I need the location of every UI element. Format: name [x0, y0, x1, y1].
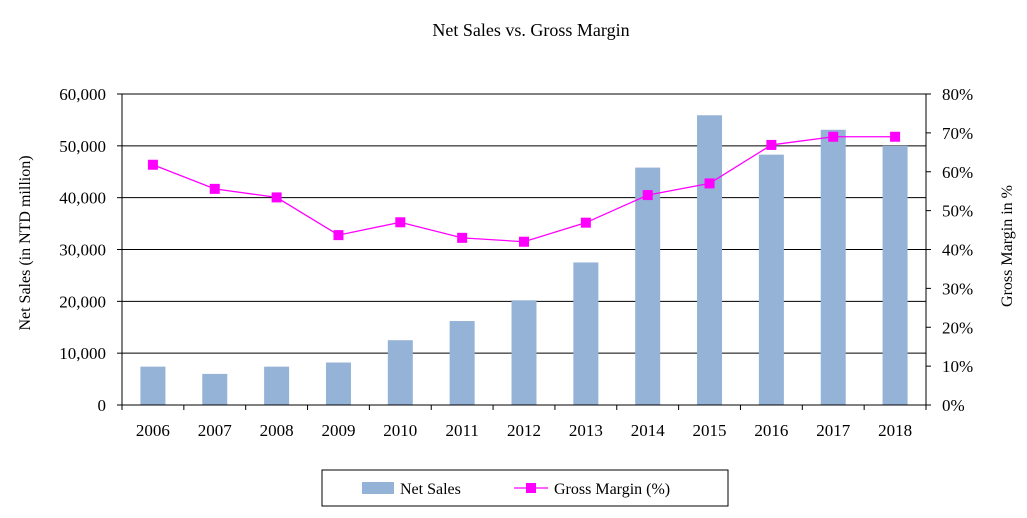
gross-margin-point-2016	[766, 139, 777, 150]
x-tick-label-2014: 2014	[631, 421, 666, 440]
legend-swatch-net-sales	[362, 482, 394, 494]
bar-net-sales-2008	[264, 366, 290, 405]
x-tick-label-2010: 2010	[383, 421, 417, 440]
bar-net-sales-2012	[511, 300, 537, 405]
legend-swatch-marker-gross-margin	[526, 483, 536, 493]
plot-area: 0 10,000 20,000 30,000 40,000 50,000 60,000 0% 1…	[59, 85, 973, 440]
x-tick-label-2013: 2013	[569, 421, 603, 440]
bar-net-sales-2015	[697, 115, 723, 406]
bar-net-sales-2011	[449, 321, 475, 405]
left-tick-label: 40,000	[59, 189, 106, 208]
right-tick-label: 10%	[942, 357, 973, 376]
gross-margin-point-2010	[395, 217, 406, 228]
gross-margin-point-2007	[209, 183, 220, 194]
gross-margin-point-2017	[828, 131, 839, 142]
right-tick-label: 30%	[942, 279, 973, 298]
gross-margin-point-2009	[333, 230, 344, 241]
left-axis-title: Net Sales (in NTD million)	[17, 155, 34, 330]
gross-margin-point-2014	[642, 190, 653, 201]
bar-net-sales-2009	[325, 362, 351, 405]
x-tick-label-2016: 2016	[754, 421, 788, 440]
right-tick-label: 20%	[942, 318, 973, 337]
gross-margin-point-2006	[147, 159, 158, 170]
gross-margin-point-2018	[890, 131, 901, 142]
x-tick-label-2017: 2017	[816, 421, 851, 440]
bar-net-sales-2007	[202, 373, 228, 405]
x-tick-label-2009: 2009	[321, 421, 355, 440]
left-tick-label: 0	[98, 396, 107, 415]
gross-margin-point-2011	[457, 232, 468, 243]
x-tick-label-2018: 2018	[878, 421, 912, 440]
legend-label-net-sales: Net Sales	[400, 481, 461, 498]
gross-margin-point-2015	[704, 178, 715, 189]
bar-net-sales-2010	[387, 340, 413, 405]
left-tick-label: 30,000	[59, 241, 106, 260]
left-tick-label: 50,000	[59, 137, 106, 156]
right-tick-label: 40%	[942, 241, 973, 260]
legend-label-gross-margin: Gross Margin (%)	[554, 481, 670, 498]
right-tick-label: 50%	[942, 202, 973, 221]
right-tick-label: 70%	[942, 124, 973, 143]
right-tick-label: 0%	[942, 396, 965, 415]
x-tick-label-2006: 2006	[136, 421, 170, 440]
legend: Net Sales Gross Margin (%)	[321, 469, 729, 507]
right-tick-label: 80%	[942, 85, 973, 104]
chart-title: Net Sales vs. Gross Margin	[432, 20, 629, 40]
bar-net-sales-2006	[140, 366, 166, 405]
gross-margin-point-2008	[271, 192, 282, 203]
gross-margin-point-2013	[580, 217, 591, 228]
x-tick-label-2015: 2015	[693, 421, 727, 440]
right-tick-label: 60%	[942, 163, 973, 182]
left-tick-label: 60,000	[59, 85, 106, 104]
bar-net-sales-2013	[573, 262, 599, 405]
x-tick-label-2011: 2011	[445, 421, 478, 440]
gross-margin-point-2012	[519, 236, 529, 247]
left-tick-label: 10,000	[59, 344, 106, 363]
left-tick-label: 20,000	[59, 292, 106, 311]
x-tick-label-2007: 2007	[198, 421, 233, 440]
bar-net-sales-2017	[820, 129, 846, 405]
x-tick-label-2008: 2008	[260, 421, 294, 440]
right-axis-title: Gross Margin in %	[999, 185, 1016, 307]
x-tick-label-2012: 2012	[507, 421, 541, 440]
bar-net-sales-2014	[635, 167, 661, 405]
bar-net-sales-2018	[882, 145, 908, 406]
bar-net-sales-2016	[758, 154, 784, 405]
